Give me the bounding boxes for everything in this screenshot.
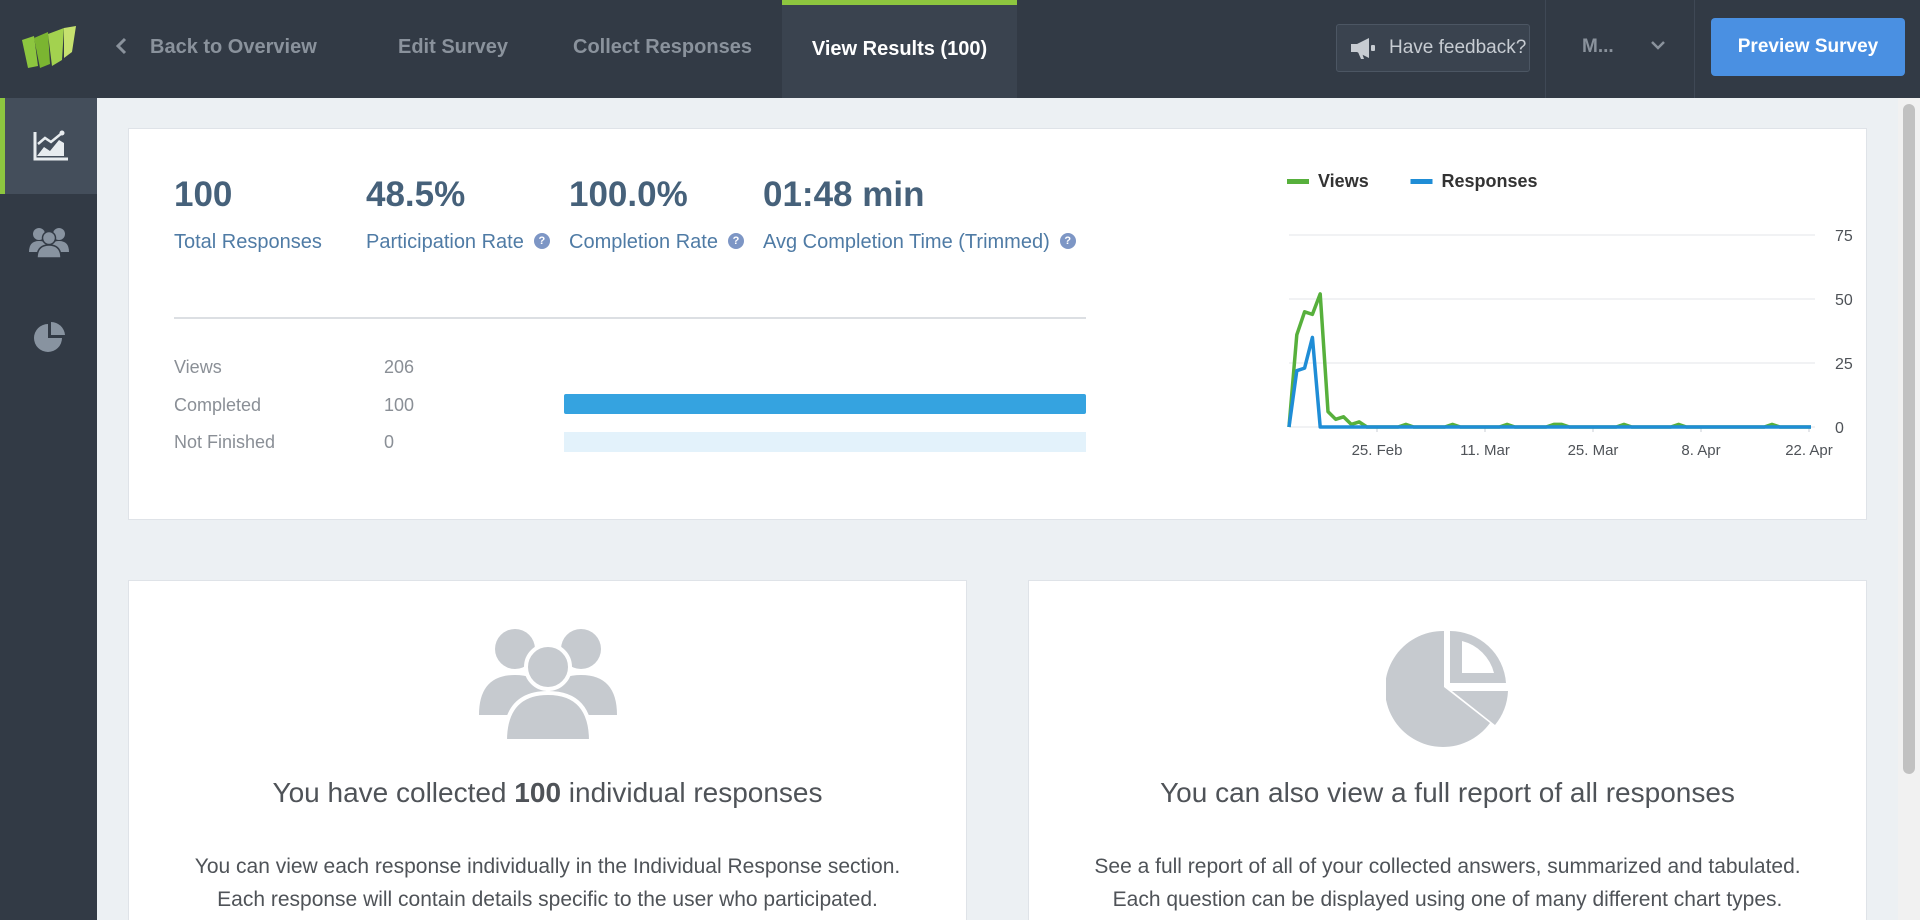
completed-progress-bar — [564, 394, 1086, 414]
sidebar-item-responses[interactable] — [0, 194, 97, 290]
account-menu[interactable]: M... — [1582, 0, 1665, 98]
funnel-label: Not Finished — [174, 432, 276, 452]
left-sidebar — [0, 98, 97, 920]
x-tick-label: 11. Mar — [1460, 442, 1510, 459]
not-finished-progress-bar — [564, 432, 1086, 452]
tab-view-results[interactable]: View Results (100) — [782, 0, 1017, 98]
y-tick-label: 25 — [1835, 356, 1853, 373]
views-responses-line-chart: 0 25 50 75 25. Feb 11. Mar 25. Mar 8. Apr 22. Ap… — [1287, 171, 1853, 459]
card-title: You have collected 100 individual respon… — [129, 777, 966, 809]
kpi-completion-rate: 100.0% Completion Rate? — [569, 175, 744, 254]
vertical-scrollbar[interactable] — [1898, 98, 1920, 920]
pie-chart-icon — [33, 321, 65, 352]
card-description: See a full report of all of your collect… — [1094, 855, 1801, 878]
kpi-value: 01:48 min — [763, 175, 925, 214]
card-title-suffix: individual responses — [561, 777, 823, 808]
funnel-value: 100 — [384, 395, 415, 415]
kpi-value: 100.0% — [569, 175, 688, 214]
users-group-icon — [28, 228, 69, 258]
x-tick-label: 8. Apr — [1681, 442, 1720, 459]
kpi-label: Completion Rate — [569, 231, 718, 253]
tab-edit-survey[interactable]: Edit Survey — [398, 36, 509, 58]
users-group-icon — [478, 629, 617, 741]
kpi-participation-rate: 48.5% Participation Rate? — [366, 175, 550, 254]
funnel-value: 0 — [384, 432, 395, 452]
series-line-responses — [1287, 335, 1811, 429]
series-line-views — [1287, 292, 1811, 429]
x-tick-label: 25. Feb — [1352, 442, 1403, 459]
full-report-card[interactable]: You can also view a full report of all r… — [1028, 580, 1867, 920]
nav-divider — [1694, 0, 1695, 98]
card-description: Each question can be displayed using one… — [1112, 888, 1783, 911]
back-label: Back to Overview — [150, 36, 317, 58]
analytics-chart-icon — [33, 130, 68, 161]
tab-collect-responses[interactable]: Collect Responses — [573, 36, 752, 58]
x-tick-label: 25. Mar — [1568, 442, 1619, 459]
kpi-value: 100 — [174, 175, 233, 214]
kpi-total-responses: 100 Total Responses — [174, 175, 322, 254]
y-tick-label: 75 — [1835, 228, 1853, 245]
y-tick-label: 0 — [1835, 420, 1844, 437]
preview-survey-button[interactable]: Preview Survey — [1711, 18, 1905, 76]
x-tick-label: 22. Apr — [1785, 442, 1833, 459]
results-summary-card: 100 Total Responses 48.5% Participation … — [128, 128, 1867, 520]
legend-label: Views — [1318, 171, 1369, 191]
top-navigation-bar: Back to Overview Edit Survey Collect Res… — [0, 0, 1920, 98]
chevron-left-icon — [115, 37, 127, 54]
sidebar-item-analytics[interactable] — [0, 98, 97, 194]
kpi-label: Participation Rate — [366, 231, 524, 253]
megaphone-icon — [1351, 38, 1375, 59]
help-icon[interactable]: ? — [1059, 233, 1076, 250]
individual-responses-card[interactable]: You have collected 100 individual respon… — [128, 580, 967, 920]
help-icon[interactable]: ? — [727, 233, 744, 250]
sidebar-item-report[interactable] — [0, 290, 97, 386]
nav-divider — [1545, 0, 1546, 98]
feedback-label: Have feedback? — [1389, 37, 1527, 58]
completed-bar-fill — [564, 394, 1086, 414]
card-title: You can also view a full report of all r… — [1160, 777, 1735, 808]
pie-chart-icon — [1385, 630, 1508, 747]
card-description: You can view each response individually … — [194, 855, 901, 878]
funnel-label: Completed — [174, 395, 262, 415]
legend-swatch — [1287, 179, 1309, 184]
card-title-prefix: You have collected — [272, 777, 515, 808]
kpi-avg-completion-time: 01:48 min Avg Completion Time (Trimmed)? — [763, 175, 1076, 254]
funnel-label: Views — [174, 357, 222, 377]
kpi-value: 48.5% — [366, 175, 466, 214]
help-icon[interactable]: ? — [533, 233, 550, 250]
card-title-count: 100 — [514, 777, 562, 808]
scrollbar-thumb[interactable] — [1903, 104, 1915, 774]
back-to-overview-link[interactable]: Back to Overview — [112, 0, 317, 98]
kpi-label: Avg Completion Time (Trimmed) — [763, 231, 1050, 253]
account-label: M... — [1582, 36, 1614, 57]
kpi-label: Total Responses — [174, 231, 322, 253]
wufoo-logo-icon[interactable] — [20, 26, 78, 70]
funnel-value: 206 — [384, 357, 415, 377]
chevron-down-icon — [1651, 41, 1665, 50]
y-tick-label: 50 — [1835, 292, 1853, 309]
legend-label: Responses — [1442, 171, 1538, 191]
card-description: Each response will contain details speci… — [217, 888, 878, 911]
legend-swatch — [1410, 179, 1433, 184]
feedback-button[interactable]: Have feedback? — [1336, 24, 1530, 72]
divider — [174, 317, 1086, 319]
